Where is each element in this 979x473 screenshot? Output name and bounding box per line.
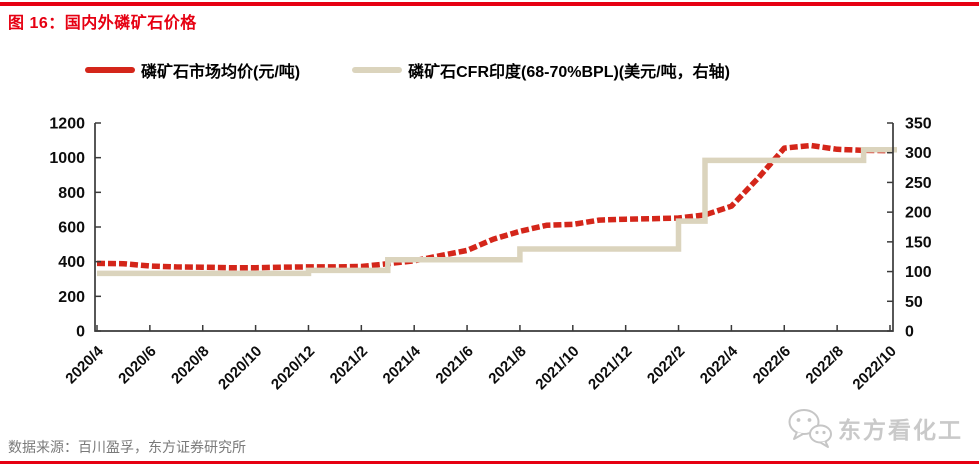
right-axis-tick-label: 300	[905, 145, 932, 162]
left-axis-tick-label: 800	[58, 185, 85, 202]
x-axis-tick-label: 2022/2	[644, 343, 688, 387]
legend-swatch-red-line	[85, 67, 135, 73]
x-axis-tick-label: 2020/6	[115, 343, 159, 387]
left-axis-tick-label: 200	[58, 289, 85, 306]
left-axis-tick-label: 400	[58, 254, 85, 271]
data-source-note: 数据来源：百川盈孚，东方证券研究所	[8, 439, 246, 455]
chart-axes	[94, 123, 894, 332]
x-axis-tick-label: 2022/8	[802, 343, 846, 387]
x-axis-tick-label: 2020/12	[268, 343, 318, 393]
watermark-text: 东方看化工	[838, 417, 963, 443]
legend-swatch-beige-line	[352, 67, 403, 73]
left-axis-tick-label: 0	[76, 324, 85, 341]
x-axis-tick-label: 2022/4	[697, 342, 742, 387]
x-axis-tick-label: 2020/4	[62, 342, 107, 387]
left-axis-tick-label: 1200	[49, 116, 85, 133]
x-axis-tick-label: 2020/10	[215, 343, 265, 393]
series-domestic-avg-price-line	[96, 142, 891, 271]
right-axis-tick-label: 150	[905, 234, 932, 251]
x-axis-tick-label: 2021/6	[432, 343, 476, 387]
right-axis-tick-label: 200	[905, 205, 932, 222]
series-cfr-india-line	[97, 146, 897, 277]
x-axis-tick-label: 2021/2	[327, 343, 371, 387]
legend-item-domestic-price: 磷矿石市场均价(元/吨)	[85, 58, 300, 82]
x-axis-tick-label: 2022/6	[750, 343, 794, 387]
x-axis-tick-label: 2021/4	[380, 342, 425, 387]
figure-title: 图 16：国内外磷矿石价格	[8, 15, 197, 32]
x-axis-tick-label: 2021/10	[532, 343, 582, 393]
x-axis-tick-label: 2021/8	[485, 343, 529, 387]
wechat-chat-bubbles-icon	[788, 409, 832, 448]
x-axis-tick-label: 2021/12	[585, 343, 635, 393]
right-axis-tick-label: 350	[905, 116, 932, 133]
chart-legend: 磷矿石市场均价(元/吨) 磷矿石CFR印度(68-70%BPL)(美元/吨，右轴…	[85, 58, 730, 82]
left-axis-tick-label: 600	[58, 220, 85, 237]
legend-item-cfr-india: 磷矿石CFR印度(68-70%BPL)(美元/吨，右轴)	[352, 58, 730, 82]
top-border-line	[0, 2, 979, 6]
right-axis-tick-label: 250	[905, 175, 932, 192]
legend-label-cfr-india: 磷矿石CFR印度(68-70%BPL)(美元/吨，右轴)	[408, 64, 730, 81]
right-axis-tick-label: 0	[905, 324, 914, 341]
right-axis-tick-label: 50	[905, 294, 923, 311]
legend-label-domestic-price: 磷矿石市场均价(元/吨)	[141, 64, 301, 81]
x-axis-tick-label: 2022/10	[849, 343, 899, 393]
x-axis-tick-label: 2020/8	[168, 343, 212, 387]
left-axis-tick-label: 1000	[49, 150, 85, 167]
watermark: 东方看化工	[787, 407, 963, 449]
right-axis-tick-label: 100	[905, 264, 932, 281]
bottom-border-line	[0, 461, 979, 464]
